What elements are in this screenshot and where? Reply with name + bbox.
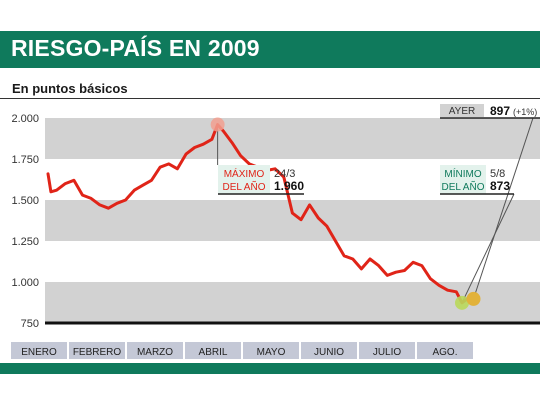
max-annotation: MÁXIMO DEL AÑO 24/3 1.960	[218, 165, 304, 195]
min-date: 5/8	[490, 168, 505, 180]
max-label-box	[218, 165, 270, 194]
min-value: 873	[490, 179, 510, 193]
title-banner: RIESGO-PAÍS EN 2009	[0, 31, 540, 68]
month-label: MARZO	[137, 347, 173, 358]
min-point	[455, 295, 469, 310]
last-point	[466, 291, 481, 306]
month-cell	[185, 342, 241, 359]
month-cell	[417, 342, 473, 359]
month-label: MAYO	[257, 347, 286, 358]
month-label: JUNIO	[314, 347, 344, 358]
min-label-box	[440, 165, 486, 194]
month-cell	[69, 342, 125, 359]
y-tick-label: 1.250	[11, 236, 39, 248]
month-label: ABRIL	[199, 347, 228, 358]
month-cell	[127, 342, 183, 359]
min-label-line2: DEL AÑO	[442, 180, 485, 193]
footer-bar	[0, 363, 540, 374]
chart-subtitle: En puntos básicos	[12, 81, 128, 96]
grid-bands	[45, 118, 540, 325]
last-change: (+1%)	[513, 107, 537, 117]
month-label: ENERO	[21, 347, 57, 358]
last-label: AYER	[449, 106, 476, 117]
last-leader	[473, 117, 534, 300]
y-axis-ticks: 2.000 1.750 1.500 1.250 1.000 750	[11, 113, 39, 330]
last-label-box	[440, 104, 484, 117]
y-tick-label: 750	[21, 318, 39, 330]
month-cell	[359, 342, 415, 359]
max-point	[210, 117, 225, 132]
grid-band	[45, 118, 540, 159]
grid-band	[45, 200, 540, 241]
y-tick-label: 1.000	[11, 277, 39, 289]
month-cell	[243, 342, 299, 359]
y-tick-label: 1.750	[11, 154, 39, 166]
max-label-line2: DEL AÑO	[223, 180, 266, 193]
point-markers	[210, 117, 481, 310]
y-tick-label: 1.500	[11, 195, 39, 207]
min-label-line1: MÍNIMO	[444, 167, 481, 180]
max-value: 1.960	[274, 179, 304, 193]
month-cell	[11, 342, 67, 359]
min-leader	[461, 193, 515, 304]
last-annotation: AYER 897 (+1%)	[440, 104, 540, 119]
line-chart: 2.000 1.750 1.500 1.250 1.000 750 ENERO FEBRER…	[11, 104, 540, 359]
max-label-line1: MÁXIMO	[224, 167, 265, 180]
min-annotation: MÍNIMO DEL AÑO 5/8 873	[440, 165, 514, 195]
month-cell	[301, 342, 357, 359]
month-label: FEBRERO	[73, 347, 122, 358]
page-title: RIESGO-PAÍS EN 2009	[11, 35, 260, 61]
month-label: AGO.	[432, 347, 457, 358]
max-date: 24/3	[274, 168, 295, 180]
x-axis-months: ENERO FEBRERO MARZO ABRIL MAYO JUNIO JULIO AGO.	[11, 342, 473, 359]
subtitle-rule	[0, 98, 540, 99]
last-value: 897	[490, 104, 510, 118]
y-tick-label: 2.000	[11, 113, 39, 125]
month-label: JULIO	[373, 347, 402, 358]
